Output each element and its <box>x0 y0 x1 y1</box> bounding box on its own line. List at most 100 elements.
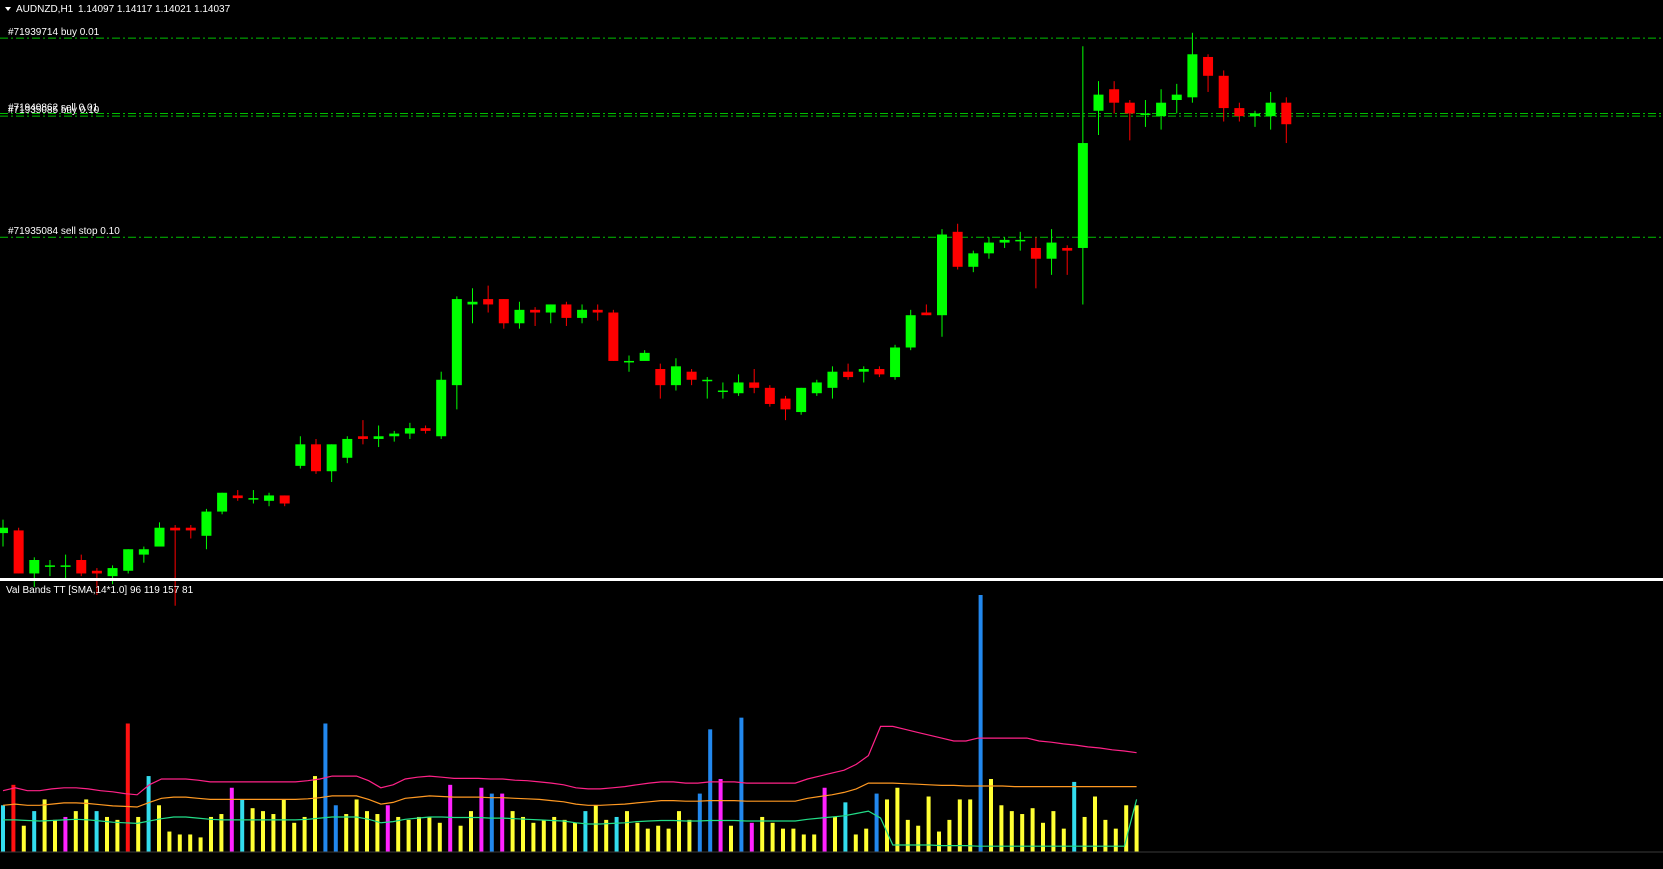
volume-bar <box>146 776 151 852</box>
candle-body <box>420 428 431 431</box>
volume-bar <box>344 814 349 852</box>
candle-body <box>1077 143 1088 248</box>
volume-bar <box>1041 822 1045 852</box>
volume-bar <box>718 778 723 852</box>
volume-bar <box>240 799 245 852</box>
volume-bar <box>406 819 411 852</box>
candle-body <box>185 527 196 531</box>
candle-body <box>1093 94 1104 111</box>
volume-bar <box>573 822 577 852</box>
volume-bar <box>417 816 421 852</box>
volume-bar <box>905 819 910 852</box>
volume-bar <box>333 805 338 852</box>
volume-bar <box>843 802 848 852</box>
candle-body <box>60 565 71 567</box>
volume-bar <box>729 825 733 852</box>
volume-bar <box>1030 808 1035 852</box>
candle-body <box>749 382 760 388</box>
candle-body <box>29 560 40 574</box>
lower-band-line <box>3 799 1138 847</box>
volume-bar <box>469 811 473 852</box>
candle-body <box>483 299 494 305</box>
candle-body <box>577 309 588 318</box>
candle-body <box>561 304 572 318</box>
volume-bar <box>853 834 858 852</box>
volume-bar <box>385 805 390 852</box>
volume-bar <box>521 816 525 852</box>
volume-bar <box>448 784 453 852</box>
volume-bar <box>531 822 536 852</box>
volume-bar <box>281 799 286 852</box>
candle-body <box>545 304 556 313</box>
volume-bar <box>968 799 973 852</box>
volume-bar <box>427 816 432 852</box>
candle-body <box>796 387 807 413</box>
volume-bar <box>1082 816 1087 852</box>
candle-body <box>44 565 55 567</box>
volume-bar <box>209 816 213 852</box>
volume-bar <box>874 793 879 852</box>
volume-bar <box>562 819 567 852</box>
candle-body <box>326 444 337 472</box>
volume-bar <box>458 825 463 852</box>
symbol-header: AUDNZD,H1 1.14097 1.14117 1.14021 1.1403… <box>5 4 231 15</box>
ohlc-label: 1.14097 1.14117 1.14021 1.14037 <box>78 4 231 15</box>
chevron-down-icon[interactable] <box>5 7 11 11</box>
volume-bar <box>978 595 983 852</box>
volume-bar <box>219 814 224 852</box>
candle-body <box>1109 89 1120 103</box>
volume-bar <box>354 799 359 852</box>
volume-bar <box>1072 781 1077 852</box>
candle-body <box>1046 242 1057 259</box>
candle-body <box>232 495 243 499</box>
volume-bar <box>895 787 900 852</box>
volume-bar <box>21 825 26 852</box>
volume-bar <box>1020 814 1025 852</box>
candle-body <box>764 387 775 404</box>
candle-body <box>717 390 728 393</box>
volume-bar <box>989 778 993 852</box>
candle-body <box>154 527 165 547</box>
candle-body <box>1218 75 1229 109</box>
volume-bar <box>500 793 505 852</box>
candle-body <box>357 436 368 439</box>
volume-bars <box>1 595 1139 852</box>
pane-separator[interactable] <box>0 578 1663 581</box>
volume-bar <box>708 729 713 852</box>
volume-bar <box>177 834 182 852</box>
volume-bar <box>614 816 619 852</box>
candle-body <box>608 312 619 361</box>
volume-bar <box>781 828 785 852</box>
volume-bar <box>136 816 141 852</box>
volume-bar <box>84 799 89 852</box>
volume-bar <box>957 799 962 852</box>
candle-body <box>13 530 24 574</box>
middle-band-line <box>2 782 1137 808</box>
candle-body <box>843 371 854 378</box>
volume-bar <box>94 811 99 852</box>
volume-bar <box>1061 828 1066 852</box>
volume-bar <box>1103 819 1108 852</box>
candle-body <box>639 352 650 361</box>
candle-body <box>1124 102 1135 114</box>
candle-body <box>311 444 321 472</box>
volume-bar <box>125 723 130 852</box>
candle-body <box>905 315 916 348</box>
order-labels: #71939714 buy 0.01#71940862 sell 0.01#71… <box>8 27 120 237</box>
volume-bar <box>833 816 837 852</box>
candle-body <box>858 369 869 372</box>
candle-body <box>1156 102 1167 117</box>
volume-bar <box>105 816 109 852</box>
candle-body <box>1171 94 1182 101</box>
volume-bar <box>864 828 869 852</box>
candle-body <box>733 382 744 394</box>
volume-bar <box>625 811 629 852</box>
volume-bar <box>365 811 369 852</box>
candle-body <box>451 299 462 386</box>
candle-body <box>1015 239 1026 242</box>
volume-bar <box>812 834 817 852</box>
volume-bar <box>11 784 16 852</box>
candle-body <box>0 527 8 534</box>
volume-bar <box>583 811 588 852</box>
